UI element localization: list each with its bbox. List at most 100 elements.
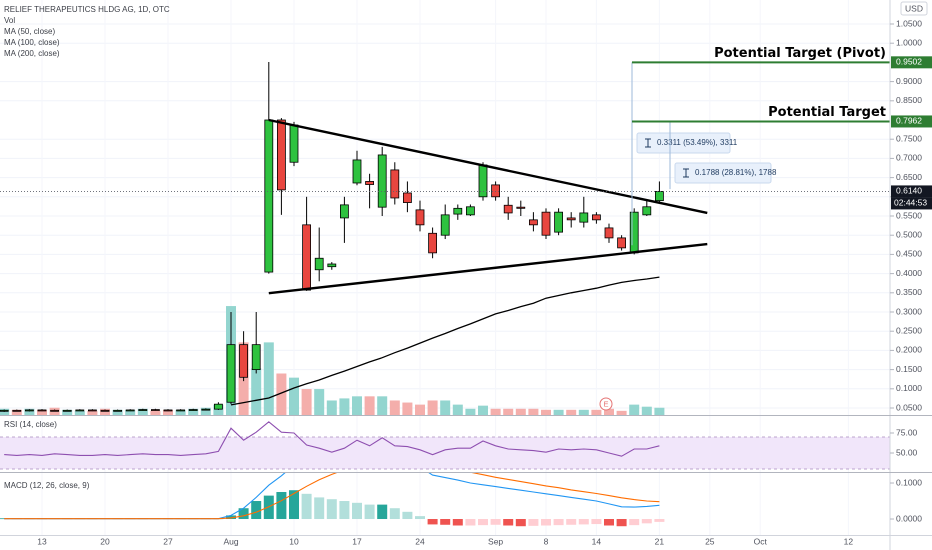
volume-bar [137,408,148,415]
volume-bar [0,408,10,415]
volume-bar [289,377,299,415]
target-price-label: 0.9502 [896,57,922,67]
measure-box [674,162,772,184]
candle-body [491,184,501,198]
currency: USD [905,3,923,13]
macd-histogram-bar [427,519,438,525]
volume-bar [163,409,173,415]
candle-body [239,344,249,378]
earnings-marker [599,397,613,411]
candle-body [125,409,135,412]
candle-body [516,206,526,209]
macd-histogram-bar [515,519,526,527]
candle-body [100,409,110,412]
macd-histogram-bar [251,501,262,520]
y-tick-label: 0.1000 [896,383,922,393]
y-tick-label: 0.0000 [896,513,922,523]
candle-body [37,409,47,412]
candle-body [465,206,475,216]
macd-histogram-bar [415,516,425,520]
y-tick-label: 0.3000 [896,306,922,316]
macd-histogram-bar [377,504,388,520]
volume-bar [125,409,136,415]
last-price-label: 0.6140 [896,186,922,196]
volume-bar [629,404,640,415]
candle-body [390,169,400,199]
rsi-pane [0,421,890,470]
macd-histogram-bar [641,519,652,524]
price-pane: 0.3311 (53.49%), 3311 0.1788 (28.81%), 17… [0,61,890,415]
rsi-legend: RSI (14, close) [4,420,57,429]
candle-body [440,214,450,236]
x-tick-label: 8 [544,536,549,546]
candle-body [428,232,438,254]
candle-body [415,209,425,226]
candle-body [150,409,160,411]
last-price-box [891,185,932,198]
candle-body [12,409,22,412]
legend-entry: Vol [4,16,15,25]
x-tick-label: Sep [488,536,503,546]
macd-histogram-bar [289,490,299,520]
y-tick-label: 1.0500 [896,18,922,28]
candle-body [24,409,34,412]
candle-body [226,344,236,403]
candle-body [566,217,576,221]
candle-body [529,219,538,226]
macd-histogram-bar [276,492,287,520]
macd-histogram-bar [578,519,589,525]
macd-histogram-bar [238,508,249,520]
candle-body [88,409,97,412]
volume-bar [24,408,35,415]
macd-histogram-bar [541,519,551,526]
volume-bar [200,407,211,415]
volume-bar [604,408,614,415]
macd-histogram-bar [566,519,577,525]
volume-bar [616,410,627,415]
x-tick-label: 14 [592,536,602,546]
macd-histogram-bar [339,501,350,520]
legend-entry: MA (100, close) [4,38,60,47]
candle-body [352,159,362,184]
volume-bar [263,342,274,415]
volume-bar [100,408,110,415]
candle-body [188,409,198,411]
macd-histogram-bar [604,519,614,526]
macd-histogram-bar [352,502,362,520]
x-tick-label: 24 [415,536,425,546]
volume-bar [276,373,287,415]
volume-bar [591,409,602,415]
volume-bar [654,407,665,415]
y-tick-label: 0.4500 [896,249,922,259]
candle-body [629,211,639,254]
target-label: Potential Target (Pivot) [714,46,886,61]
y-tick-label: 0.3500 [896,287,922,297]
volume-bar [301,389,312,415]
volume-bar [490,408,501,415]
y-tick-label: 0.5000 [896,229,922,239]
macd-histogram-bar [402,511,413,520]
candle-body [264,119,274,273]
volume-bar [566,409,577,415]
macd-histogram-bar [654,519,665,522]
x-tick-label: 25 [705,536,715,546]
x-tick-label: 17 [352,536,362,546]
candle-body [592,214,601,221]
candle-body [579,212,589,223]
y-tick-label: 1.0000 [896,37,922,47]
chart-title: RELIEF THERAPEUTICS HLDG AG, 1D, OTC [4,5,170,14]
candle-body [62,409,72,412]
volume-bar [352,396,362,415]
legend-entry: MA (50, close) [4,27,55,36]
target-price-box [891,115,932,128]
x-tick-label: 20 [100,536,110,546]
volume-bar [251,368,262,415]
volume-bar [541,409,551,415]
volume-bar [415,404,425,415]
x-tick-label: 10 [289,536,299,546]
volume-bar [314,389,325,415]
candle-body [617,237,626,249]
measure-icon [683,168,689,178]
x-tick-label: 21 [655,536,665,546]
currency-box[interactable] [900,1,928,16]
